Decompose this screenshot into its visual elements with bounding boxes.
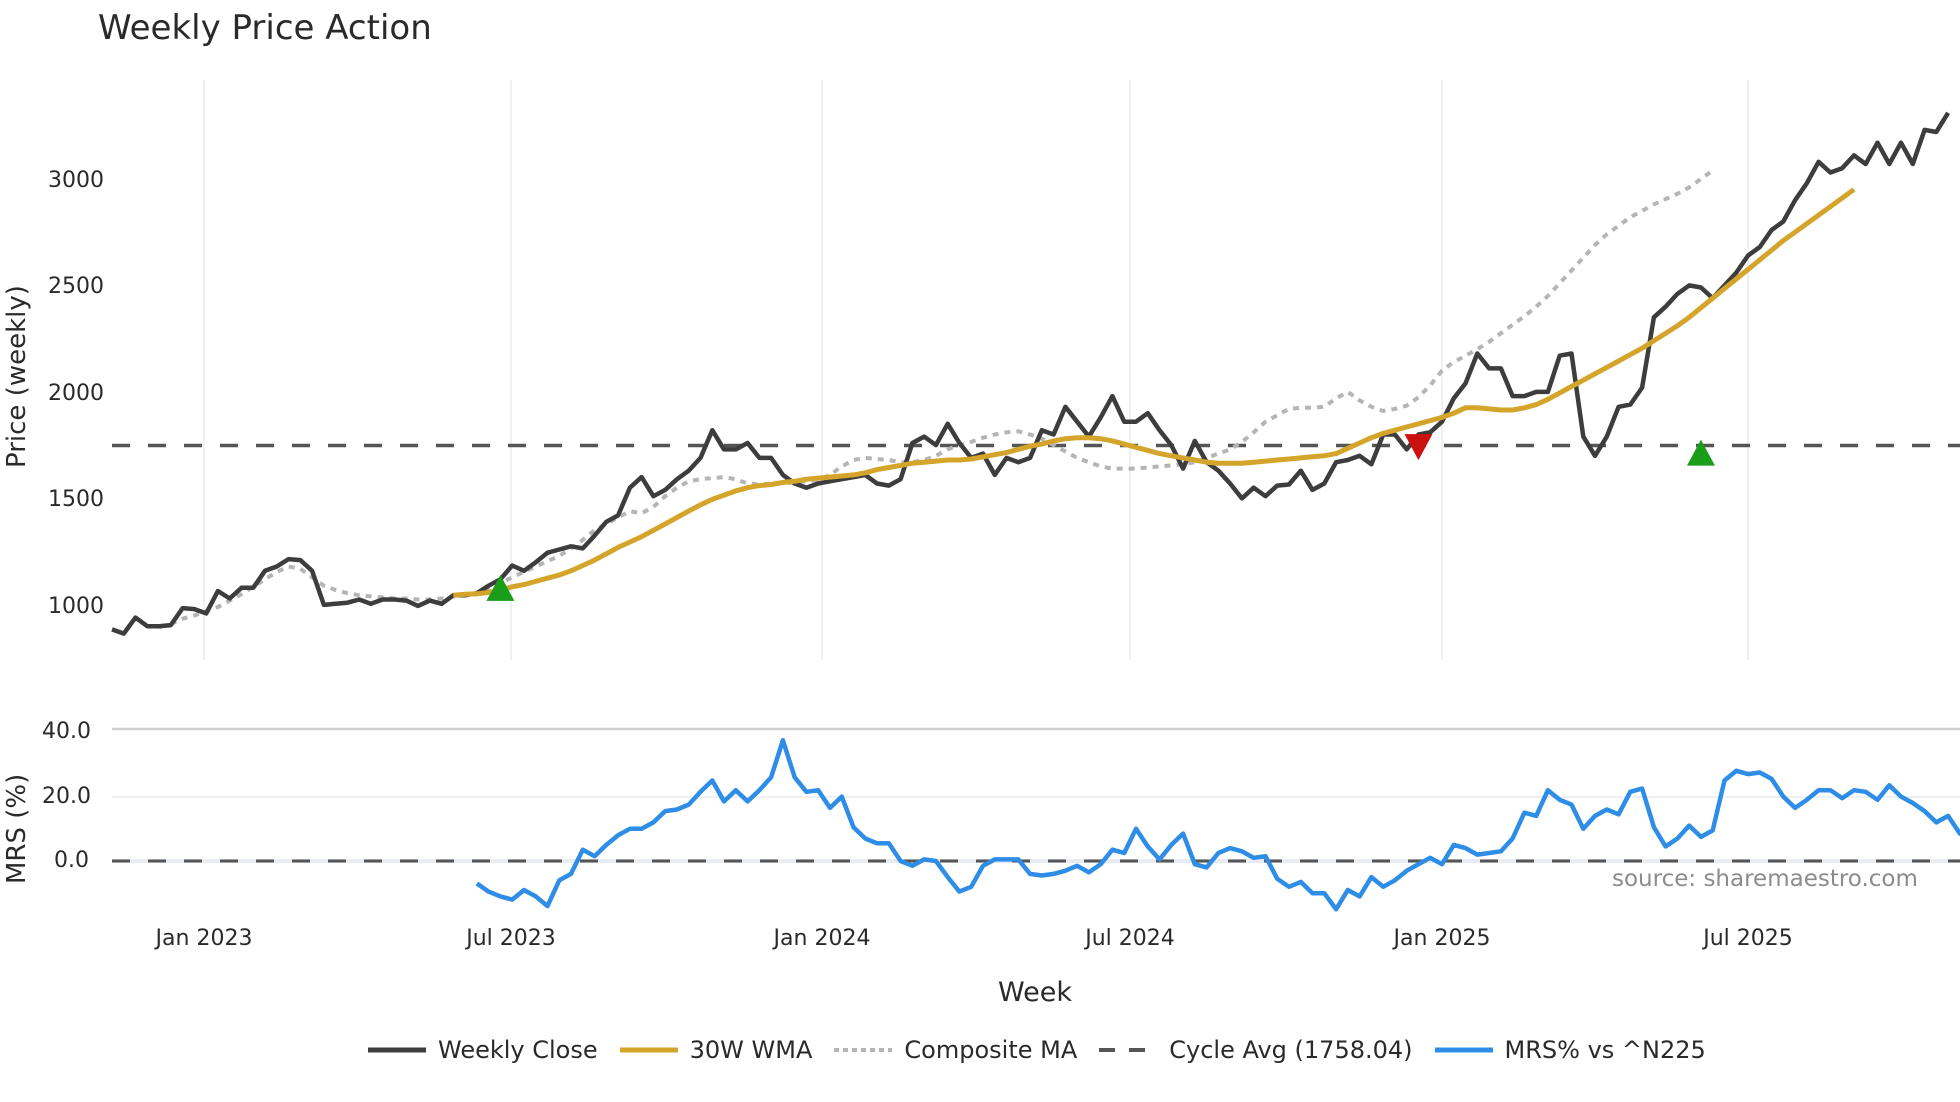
legend-label: MRS% vs ^N225: [1504, 1036, 1706, 1064]
legend-item-mrs[interactable]: MRS% vs ^N225: [1434, 1036, 1706, 1064]
x-tick: Jul 2024: [1085, 926, 1175, 951]
chart-title: Weekly Price Action: [98, 8, 432, 48]
solid-line-icon: [368, 1047, 426, 1053]
wma-line: [453, 187, 1856, 598]
x-tick: Jan 2025: [1393, 926, 1491, 951]
price-y-axis-label: Price (weekly): [2, 285, 32, 468]
buy-signal-icon: [1686, 439, 1715, 466]
legend: Weekly Close 30W WMA Composite MA Cycle …: [368, 1036, 1728, 1064]
mrs-y-axis-label: MRS (%): [2, 773, 32, 884]
price-y-tick: 2500: [48, 274, 104, 299]
composite-ma-line: [158, 168, 1714, 630]
legend-item-30w-wma[interactable]: 30W WMA: [619, 1036, 813, 1064]
price-y-tick: 2000: [48, 381, 104, 406]
legend-label: 30W WMA: [689, 1036, 813, 1064]
legend-label: Cycle Avg (1758.04): [1169, 1036, 1413, 1064]
mrs-line: [475, 738, 1960, 912]
buy-signal-icon: [486, 574, 515, 601]
sell-signal-icon: [1404, 434, 1433, 461]
legend-item-weekly-close[interactable]: Weekly Close: [368, 1036, 598, 1064]
x-tick: Jan 2024: [773, 926, 871, 951]
mrs-y-tick: 0.0: [54, 848, 89, 873]
dotted-line-icon: [834, 1048, 893, 1052]
weekly-close-line: [111, 111, 1951, 636]
price-y-tick: 3000: [48, 168, 104, 193]
solid-line-icon: [1434, 1047, 1493, 1053]
price-y-tick: 1500: [48, 487, 104, 512]
mrs-y-tick: 20.0: [42, 784, 91, 809]
legend-label: Weekly Close: [438, 1036, 598, 1064]
x-tick: Jul 2023: [466, 926, 556, 951]
legend-label: Composite MA: [904, 1036, 1078, 1064]
mrs-y-tick: 40.0: [42, 719, 91, 744]
price-y-tick: 1000: [48, 594, 104, 619]
dashed-line-icon: [1099, 1048, 1158, 1052]
source-label: source: sharemaestro.com: [1612, 866, 1918, 892]
legend-item-composite-ma[interactable]: Composite MA: [834, 1036, 1077, 1064]
x-tick: Jan 2023: [155, 926, 253, 951]
solid-line-icon: [619, 1047, 678, 1053]
x-tick: Jul 2025: [1703, 926, 1793, 951]
x-axis-label: Week: [998, 977, 1072, 1008]
legend-item-cycle-avg[interactable]: Cycle Avg (1758.04): [1099, 1036, 1413, 1064]
